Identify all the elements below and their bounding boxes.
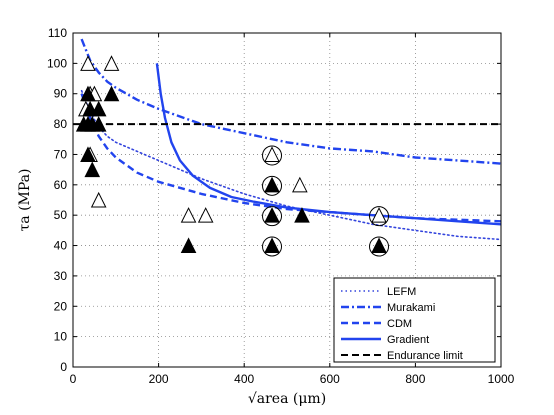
- open-triangle-marker: [80, 55, 96, 71]
- filled-triangle-marker: [90, 115, 107, 132]
- x-tick-label: 400: [234, 372, 254, 386]
- y-tick-label: 110: [48, 26, 67, 40]
- x-tick-label: 600: [320, 372, 340, 386]
- filled-triangle-marker: [80, 146, 96, 162]
- legend-entry-label: Murakami: [387, 302, 435, 314]
- circled-point-marker: [369, 206, 390, 227]
- filled-triangle-marker: [80, 85, 96, 102]
- filled-triangle-marker: [103, 85, 120, 102]
- open-triangle-marker: [264, 146, 280, 162]
- legend-entry-label: Endurance limit: [387, 350, 463, 362]
- filled-triangle-marker: [294, 207, 310, 223]
- legend-entry-label: CDM: [387, 318, 412, 330]
- legend-box: [333, 277, 496, 363]
- plot-frame: [72, 32, 502, 368]
- filled-triangle-marker: [84, 161, 101, 178]
- open-triangle-marker: [103, 55, 120, 71]
- legend-entry-label: Gradient: [387, 334, 429, 346]
- y-tick-label: 30: [54, 269, 68, 283]
- y-tick-label: 10: [54, 330, 68, 344]
- circled-point-marker: [262, 236, 283, 257]
- legend-entry-label: LEFM: [387, 286, 416, 298]
- marker-layer: [75, 55, 390, 257]
- open-triangle-marker: [197, 207, 214, 223]
- open-triangle-marker: [180, 207, 197, 223]
- y-tick-label: 90: [54, 87, 68, 101]
- x-tick-label: 0: [70, 372, 77, 386]
- x-tick-label: 1000: [488, 372, 515, 386]
- y-tick-label: 50: [54, 208, 68, 222]
- y-tick-label: 100: [47, 56, 67, 70]
- y-tick-label: 70: [54, 147, 68, 161]
- circled-point-marker: [262, 206, 283, 227]
- filled-triangle-marker: [180, 237, 197, 254]
- filled-triangle-marker: [264, 207, 280, 223]
- circled-point-marker: [262, 145, 283, 166]
- open-triangle-marker: [292, 176, 308, 193]
- legend: LEFM Murakami CDM Gradient Endurance limit: [333, 277, 496, 363]
- filled-triangle-marker: [371, 237, 387, 254]
- circled-point-marker: [262, 175, 283, 196]
- x-tick-label: 200: [149, 372, 169, 386]
- y-tick-label: 80: [54, 117, 68, 131]
- open-triangle-marker: [371, 207, 387, 223]
- x-axis-label: √area (μm): [248, 391, 326, 407]
- circled-point-marker: [369, 236, 390, 257]
- y-axis-label: τa (MPa): [17, 169, 33, 232]
- y-tick-label: 40: [54, 239, 68, 253]
- open-triangle-marker: [90, 191, 107, 208]
- filled-triangle-marker: [264, 176, 280, 193]
- y-tick-label: 60: [54, 178, 68, 192]
- series-line-murakami: [80, 38, 502, 165]
- x-tick-label: 800: [405, 372, 425, 386]
- tick-layer: 0 200 400 600 800 1000 0 10 20 30 40 50 60 70 80 90 100 1…: [47, 26, 515, 386]
- y-tick-label: 0: [60, 360, 67, 374]
- filled-triangle-marker: [264, 237, 280, 254]
- series-line-gradient: [155, 63, 502, 226]
- y-tick-label: 20: [54, 299, 68, 313]
- filled-triangle-marker: [82, 100, 98, 117]
